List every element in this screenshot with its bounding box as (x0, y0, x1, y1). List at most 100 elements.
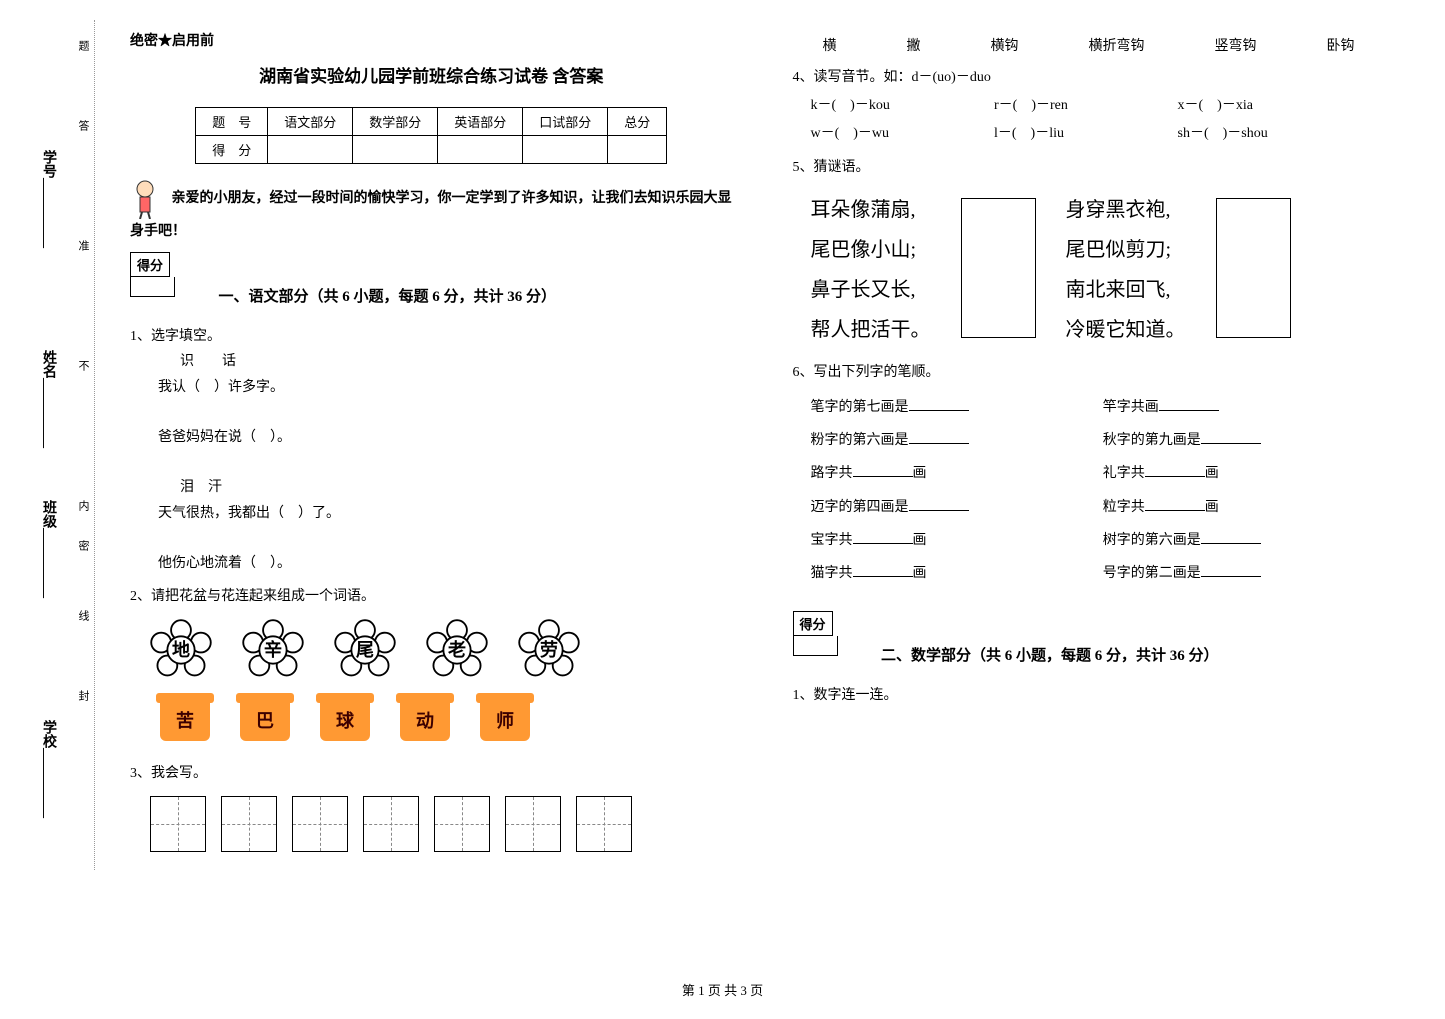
right-column: 横 撇 横钩 横折弯钩 竖弯钩 卧钩 4、读写音节。如：d－(uo)－duo k… (793, 30, 1396, 862)
riddle-answer-box (961, 198, 1036, 338)
pot-item: 动 (400, 701, 450, 741)
q6-text: 画 (1205, 466, 1219, 481)
pot-row: 苦巴球动师 (160, 701, 733, 741)
flower-item: 地 (150, 619, 212, 681)
pot-item: 师 (480, 701, 530, 741)
stroke: 撇 (907, 35, 921, 55)
q6-text: 竿字共画 (1103, 400, 1159, 415)
score-sub-box (130, 277, 175, 297)
riddle-answer-box (1216, 198, 1291, 338)
riddle-line: 南北来回飞, (1066, 270, 1186, 310)
flower-item: 劳 (518, 619, 580, 681)
q6-text: 路字共 (811, 466, 853, 481)
tian-grid (363, 796, 419, 852)
q1-line2: 爸爸妈妈在说（ ）。 (158, 425, 733, 450)
cell: 数学部分 (353, 108, 438, 136)
q1-line3: 天气很热，我都出（ ）了。 (158, 501, 733, 526)
pinyin: r－( )－ren (994, 93, 1174, 118)
cell: 语文部分 (268, 108, 353, 136)
flower-row: 地 辛 尾 老 劳 (150, 619, 733, 681)
cell (523, 136, 608, 164)
q3-label: 3、我会写。 (130, 761, 733, 786)
binding-class: 班级__________ (38, 500, 58, 598)
pinyin: k－( )－kou (811, 93, 991, 118)
secret-label: 绝密★启用前 (130, 30, 733, 50)
riddle-line: 耳朵像蒲扇, (811, 190, 931, 230)
tian-grid (150, 796, 206, 852)
section1-title: 一、语文部分（共 6 小题，每题 6 分，共计 36 分） (219, 285, 557, 306)
cell (353, 136, 438, 164)
q2: 2、请把花盆与花连起来组成一个词语。 地 辛 尾 老 劳 苦巴球动 (130, 584, 733, 741)
table-row: 题 号 语文部分 数学部分 英语部分 口试部分 总分 (196, 108, 667, 136)
cell (608, 136, 667, 164)
pinyin: w－( )－wu (811, 121, 991, 146)
binding-nei: 内 (75, 500, 91, 511)
pot-item: 球 (320, 701, 370, 741)
page-footer: 第 1 页 共 3 页 (0, 980, 1445, 999)
q6-text: 猫字共 (811, 566, 853, 581)
stroke: 横折弯钩 (1089, 35, 1145, 55)
score-table: 题 号 语文部分 数学部分 英语部分 口试部分 总分 得 分 (195, 107, 667, 164)
q5-label: 5、猜谜语。 (793, 155, 1396, 180)
q6-text: 礼字共 (1103, 466, 1145, 481)
cell (438, 136, 523, 164)
q1-pair1: 识 话 (180, 349, 733, 374)
cell: 得 分 (196, 136, 268, 164)
score-label: 得分 (793, 611, 833, 636)
binding-xian: 线 (75, 610, 91, 621)
binding-margin (55, 20, 95, 870)
q6-text: 宝字共 (811, 533, 853, 548)
q6-label: 6、写出下列字的笔顺。 (793, 360, 1396, 385)
intro-content: 亲爱的小朋友，经过一段时间的愉快学习，你一定学到了许多知识，让我们去知识乐园大显… (130, 191, 732, 239)
pinyin-row: w－( )－wu l－( )－liu sh－( )－shou (811, 121, 1396, 146)
score-block-2: 得分 二、数学部分（共 6 小题，每题 6 分，共计 36 分） (793, 611, 1396, 675)
q1-label: 1、选字填空。 (130, 324, 733, 349)
pinyin: sh－( )－shou (1178, 121, 1358, 146)
q6-text: 树字的第六画是 (1103, 533, 1201, 548)
table-row: 得 分 (196, 136, 667, 164)
cartoon-icon (130, 179, 160, 219)
q6-text: 画 (1205, 500, 1219, 515)
score-label: 得分 (130, 252, 170, 277)
binding-school: 学校__________ (38, 720, 58, 818)
q3: 3、我会写。 (130, 761, 733, 852)
cell (268, 136, 353, 164)
riddle-line: 身穿黑衣袍, (1066, 190, 1186, 230)
flower-item: 老 (426, 619, 488, 681)
q6-text: 号字的第二画是 (1103, 566, 1201, 581)
q6-text: 粒字共 (1103, 500, 1145, 515)
binding-bu: 不 (75, 360, 91, 371)
intro-text: 亲爱的小朋友，经过一段时间的愉快学习，你一定学到了许多知识，让我们去知识乐园大显… (130, 179, 733, 244)
stroke-row: 横 撇 横钩 横折弯钩 竖弯钩 卧钩 (823, 35, 1396, 55)
exam-title: 湖南省实验幼儿园学前班综合练习试卷 含答案 (130, 62, 733, 87)
riddle1: 耳朵像蒲扇, 尾巴像小山; 鼻子长又长, 帮人把活干。 (811, 190, 931, 350)
section2-q1: 1、数字连一连。 (793, 683, 1396, 708)
pinyin: l－( )－liu (994, 121, 1174, 146)
stroke: 卧钩 (1327, 35, 1355, 55)
q1-line1: 我认（ ）许多字。 (158, 375, 733, 400)
q1: 1、选字填空。 识 话 我认（ ）许多字。 爸爸妈妈在说（ ）。 泪 汗 天气很… (130, 324, 733, 576)
flower-item: 尾 (334, 619, 396, 681)
tian-grid (292, 796, 348, 852)
stroke: 竖弯钩 (1215, 35, 1257, 55)
write-grid (150, 796, 733, 852)
tian-grid (221, 796, 277, 852)
left-column: 绝密★启用前 湖南省实验幼儿园学前班综合练习试卷 含答案 题 号 语文部分 数学… (130, 30, 733, 862)
exam-page: 学校__________ 班级__________ 姓名__________ 学… (0, 0, 1445, 1019)
pot-item: 巴 (240, 701, 290, 741)
pinyin-row: k－( )－kou r－( )－ren x－( )－xia (811, 93, 1396, 118)
riddle-wrap: 耳朵像蒲扇, 尾巴像小山; 鼻子长又长, 帮人把活干。 身穿黑衣袍, 尾巴似剪刀… (811, 190, 1396, 350)
score-sub-box (793, 636, 838, 656)
q6-text: 笔字的第七画是 (811, 400, 909, 415)
tian-grid (434, 796, 490, 852)
riddle-line: 帮人把活干。 (811, 310, 931, 350)
q1-pair2: 泪 汗 (180, 475, 733, 500)
binding-feng: 封 (75, 690, 91, 701)
q6-text: 粉字的第六画是 (811, 433, 909, 448)
binding-mi: 密 (75, 540, 91, 551)
q4: 4、读写音节。如：d－(uo)－duo k－( )－kou r－( )－ren … (793, 65, 1396, 147)
cell: 总分 (608, 108, 667, 136)
cell: 口试部分 (523, 108, 608, 136)
tian-grid (505, 796, 561, 852)
riddle-line: 冷暖它知道。 (1066, 310, 1186, 350)
